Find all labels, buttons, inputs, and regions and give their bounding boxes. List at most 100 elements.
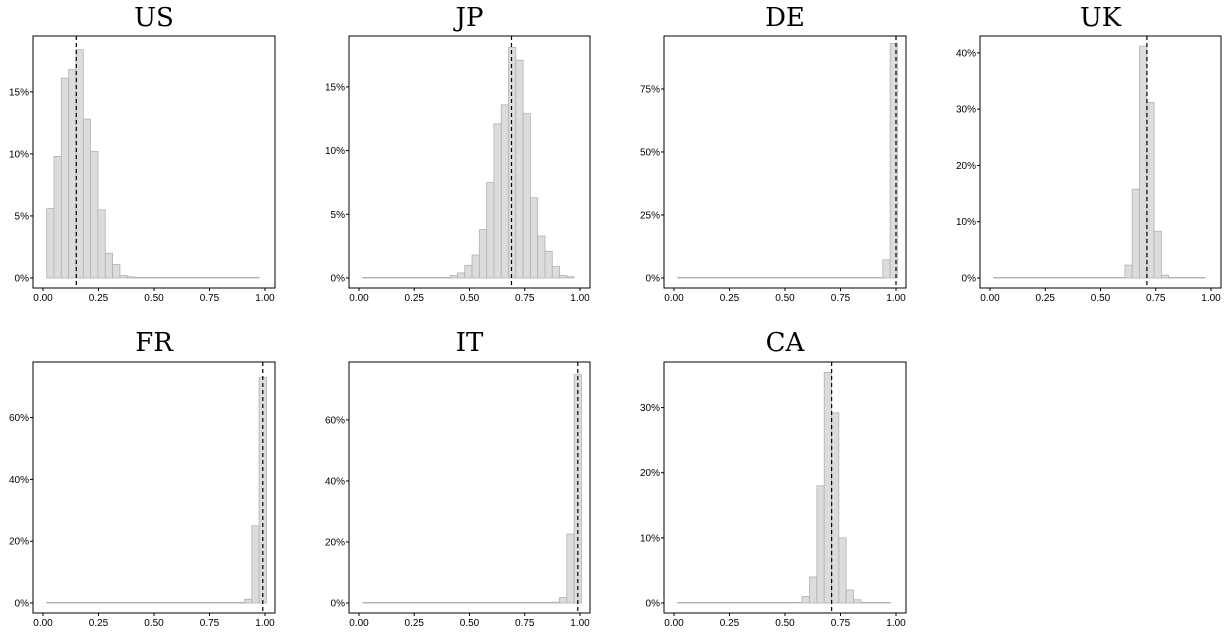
histogram-bar — [1058, 276, 1067, 279]
histogram-bar — [699, 602, 708, 604]
histogram-bar — [529, 602, 539, 604]
panel-title: DE — [765, 3, 805, 33]
x-tick-label: 0.50 — [460, 618, 480, 629]
panel-us: US 0.00 0.25 0.50 0.75 1.00 0% 5% 10% 15% — [9, 3, 276, 304]
y-tick-label: 5% — [15, 211, 30, 222]
histogram-bar — [148, 276, 157, 279]
histogram-bar — [104, 602, 113, 604]
histogram-bar — [251, 276, 260, 279]
histogram-bar — [493, 602, 502, 604]
histogram-bar — [170, 602, 179, 604]
histogram-bar — [214, 602, 223, 604]
histogram-bar — [845, 589, 854, 604]
histogram-bar — [1088, 276, 1097, 279]
y-tick-label: 0% — [15, 274, 30, 285]
y-tick-label: 25% — [640, 210, 660, 221]
histogram-bar — [721, 276, 730, 279]
x-tick-label: 0.00 — [664, 293, 684, 304]
histogram-bar — [486, 602, 495, 604]
histogram-bar — [427, 276, 436, 279]
histogram-bar — [1168, 276, 1177, 279]
x-tick-label: 0.25 — [89, 293, 109, 304]
panel-title: UK — [1080, 3, 1122, 33]
histogram-bar — [112, 263, 121, 279]
histogram-bar — [699, 276, 708, 279]
histogram-bar — [457, 602, 466, 604]
x-tick-label: 0.50 — [775, 293, 795, 304]
histogram-bar — [544, 602, 553, 604]
histogram-bar — [178, 276, 187, 279]
histogram-bar — [677, 276, 686, 279]
histogram-bar — [141, 602, 150, 604]
histogram-bar — [156, 602, 165, 604]
histogram-bar — [1051, 276, 1060, 279]
histogram-bar — [757, 276, 766, 279]
x-tick-label: 0.75 — [200, 618, 220, 629]
y-tick-label: 0% — [646, 274, 661, 285]
histogram-bar — [500, 104, 509, 279]
panel-fr: FR 0.00 0.25 0.50 0.75 1.00 0% 20% 40% 60% — [9, 328, 276, 629]
panel-title: FR — [135, 328, 174, 358]
y-tick-label: 60% — [325, 415, 345, 426]
histogram-bar — [1175, 276, 1184, 279]
y-tick-label: 0% — [646, 599, 661, 610]
histogram-bar — [838, 276, 847, 279]
histogram-bar — [82, 118, 92, 279]
histogram-bar — [566, 276, 575, 279]
x-tick-label: 0.25 — [720, 618, 740, 629]
y-tick-label: 40% — [956, 48, 976, 59]
histogram-bar — [537, 602, 546, 604]
histogram-bar — [251, 525, 260, 604]
y-tick-label: 30% — [640, 403, 660, 414]
x-tick-label: 1.00 — [886, 618, 906, 629]
histogram-bar — [53, 602, 62, 604]
histogram-bar — [1029, 276, 1038, 279]
histogram-bar — [1131, 188, 1140, 279]
histogram-bar — [384, 602, 393, 604]
histogram-bar — [1015, 276, 1024, 279]
histogram-bar — [398, 276, 407, 279]
histogram-bar — [53, 155, 62, 279]
x-tick-label: 0.00 — [33, 618, 53, 629]
histogram-bar — [1037, 276, 1046, 279]
histogram-bar — [163, 602, 172, 604]
histogram-bar — [185, 602, 194, 604]
y-tick-label: 0% — [331, 599, 346, 610]
histogram-bar — [207, 602, 216, 604]
histogram-bar — [420, 602, 429, 604]
histogram-bar — [68, 69, 77, 279]
histogram-bar — [134, 276, 143, 279]
histogram-bar — [515, 602, 524, 604]
y-tick-label: 60% — [9, 413, 29, 424]
x-tick-label: 0.00 — [664, 618, 684, 629]
histogram-bar — [735, 602, 744, 604]
histogram-bar — [529, 197, 539, 279]
histogram-bar — [801, 276, 810, 279]
histogram-bar — [442, 602, 451, 604]
histogram-bar — [471, 602, 480, 604]
panel-de: DE 0.00 0.25 0.50 0.75 1.00 0% 25% 50% 75% — [640, 3, 907, 304]
histogram-bar — [244, 598, 253, 604]
histogram-bar — [1153, 230, 1162, 279]
histogram-bar — [1190, 276, 1199, 279]
y-tick-label: 20% — [956, 161, 976, 172]
histogram-bar — [993, 276, 1002, 279]
histogram-bar — [860, 602, 869, 604]
histogram-bar — [889, 43, 898, 279]
x-tick-label: 1.00 — [570, 293, 590, 304]
x-tick-label: 0.25 — [1036, 293, 1056, 304]
x-tick-label: 0.75 — [831, 618, 851, 629]
histogram-bar — [391, 602, 400, 604]
histogram-bar — [60, 602, 70, 604]
x-tick-label: 1.00 — [886, 293, 906, 304]
histogram-bar — [845, 276, 854, 279]
histogram-bar — [508, 47, 517, 279]
panel-jp: JP 0.00 0.25 0.50 0.75 1.00 0% 5% 10% 15% — [325, 3, 591, 304]
histogram-bar — [148, 602, 157, 604]
histogram-bar — [765, 276, 774, 279]
histogram-bar — [244, 276, 253, 279]
x-tick-label: 0.00 — [349, 293, 369, 304]
histogram-bar — [406, 602, 415, 604]
histogram-bar — [765, 602, 774, 604]
plot-frame — [348, 361, 591, 614]
